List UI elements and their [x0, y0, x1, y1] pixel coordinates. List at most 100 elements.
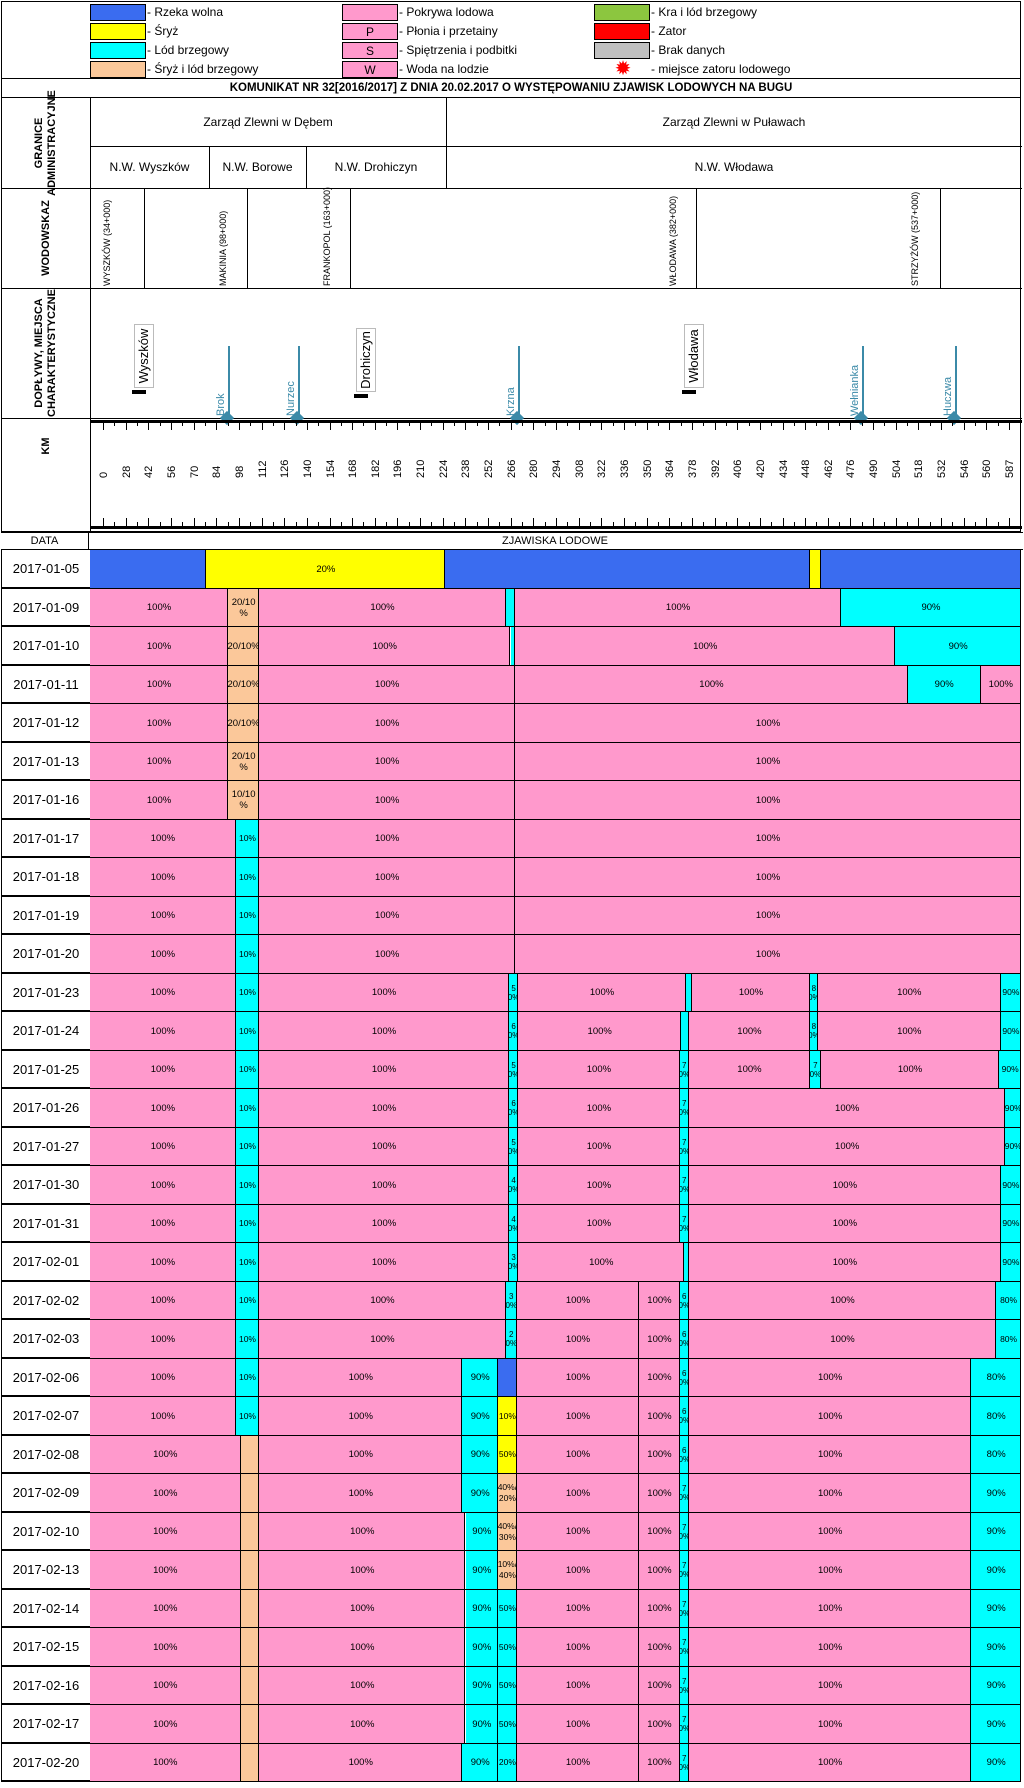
km-tick	[556, 422, 557, 430]
ice-segment	[688, 1359, 972, 1396]
trib-brok-line	[228, 346, 230, 418]
ice-segment-value: 100%	[589, 987, 615, 998]
ice-segment-value: 40%	[508, 1214, 518, 1233]
ice-segment	[235, 1128, 260, 1165]
ice-segment	[240, 1513, 260, 1550]
ice-segment-value: 100%	[737, 1025, 762, 1037]
km-tick	[488, 518, 490, 526]
ice-segment-value: 30%	[508, 1253, 518, 1271]
km-minor-tick	[567, 522, 569, 526]
ice-segment	[515, 704, 1021, 742]
ice-segment-value: 70%	[679, 1753, 689, 1772]
ice-segment-value: 100%	[150, 1295, 176, 1306]
km-minor-tick	[386, 522, 388, 526]
row-date: 2017-01-24	[2, 1012, 91, 1050]
ice-segment	[90, 858, 236, 896]
row-date: 2017-02-17	[2, 1705, 91, 1743]
ice-segment-value: 100%	[835, 1141, 860, 1152]
km-minor-tick	[499, 522, 501, 526]
ice-segment-value: 100%	[348, 1757, 373, 1768]
km-minor-tick	[295, 522, 297, 526]
ice-segment-value: 90%	[1005, 1141, 1021, 1151]
ice-segment-value: 10%	[238, 1025, 256, 1036]
table-row: 2017-02-14 100% 100% 90% 50% 100% 100% 70% 100% 9…	[1, 1590, 1021, 1628]
ice-segment-value: 80%	[986, 1449, 1006, 1460]
ice-segment	[515, 627, 896, 665]
ice-segment	[259, 666, 516, 703]
ice-segment-value: 20/10%	[228, 679, 260, 690]
km-minor-tick	[136, 422, 138, 426]
km-tick-label: 252	[483, 459, 496, 478]
ice-segment	[259, 820, 516, 857]
ice-segment	[996, 1320, 1021, 1358]
km-minor-tick	[227, 422, 229, 426]
ice-segment	[679, 1474, 689, 1512]
ice-segment	[90, 820, 236, 857]
ice-segment-value: 70%	[679, 1676, 689, 1695]
ice-segment-value: 50%	[508, 983, 518, 1002]
ice-segment	[971, 1474, 1021, 1512]
km-tick	[374, 422, 376, 430]
trib-brok-label: Brok	[215, 393, 227, 416]
ice-segment	[971, 1667, 1021, 1704]
ice-segment	[259, 1744, 463, 1781]
ice-segment-value: 50%	[498, 1603, 516, 1613]
table-row: 2017-01-31 100% 10% 100% 40% 100% 70% 100% 90%	[1, 1205, 1021, 1243]
km-tick-label: 42	[143, 465, 156, 478]
nw-label: N.W. Wyszków	[109, 160, 190, 174]
ice-segment-value: 100%	[988, 679, 1013, 690]
ice-segment	[90, 1205, 236, 1242]
ice-segment-value: 70%	[679, 1599, 689, 1618]
ice-segment-value: 100%	[370, 1295, 395, 1306]
ice-segment-value: 10%	[238, 1218, 256, 1228]
legend-label: - Rzeka wolna	[147, 5, 224, 19]
km-minor-tick	[635, 522, 637, 526]
ice-segment-value: 70%	[679, 1214, 689, 1233]
row-date: 2017-02-09	[2, 1474, 91, 1512]
row-date: 2017-01-11	[2, 666, 91, 703]
ice-segment	[240, 1628, 260, 1666]
ice-segment	[971, 1359, 1021, 1396]
gauge-label: STRZYŻÓW (537+000)	[910, 191, 920, 286]
ice-segment	[692, 974, 810, 1011]
ice-segment-value: 100%	[350, 1526, 375, 1537]
km-minor-tick	[204, 422, 206, 426]
km-tick	[556, 518, 557, 526]
table-row: 2017-01-19 100% 10% 100% 100%	[1, 897, 1021, 935]
ice-segment	[1000, 1205, 1021, 1242]
ice-segment-value: 100%	[350, 1564, 375, 1576]
km-minor-tick	[816, 522, 818, 526]
ice-segment-value: 60%	[508, 1099, 518, 1117]
ice-segment-value: 100%	[350, 1641, 375, 1653]
ice-segment	[515, 589, 841, 626]
ice-segment-value: 100%	[565, 1449, 591, 1460]
ice-segment	[90, 1474, 241, 1512]
ice-segment-value: 100%	[586, 1179, 612, 1191]
km-tick	[148, 422, 150, 430]
ice-segment-value: 90%	[472, 1603, 492, 1614]
legend-swatch	[90, 23, 146, 40]
ice-segment	[679, 1359, 689, 1396]
legend-swatch	[342, 4, 398, 21]
km-tick	[103, 518, 104, 526]
km-tick	[827, 518, 829, 526]
grid-line	[90, 98, 91, 532]
ice-segment-value: 70%	[809, 1060, 821, 1079]
ice-segment	[971, 1397, 1021, 1435]
ice-segment	[259, 627, 511, 665]
table-row: 2017-01-30 100% 10% 100% 40% 100% 70% 100% 90%	[1, 1166, 1021, 1205]
ice-segment	[508, 1089, 519, 1127]
ice-segment	[688, 1667, 972, 1704]
km-tick	[261, 422, 263, 430]
table-row: 2017-02-15 100% 100% 90% 50% 100% 100% 70% 100% 9…	[1, 1628, 1021, 1667]
ice-segment	[515, 820, 1021, 857]
ice-segment-value: 100%	[647, 1680, 672, 1691]
ice-segment-value: 100%	[150, 1179, 176, 1191]
ice-segment	[516, 1667, 640, 1704]
trib-nurzec-label: Nurzec	[285, 381, 297, 416]
ice-segment	[90, 589, 229, 626]
km-tick	[352, 422, 354, 430]
ice-segment-value: 100%	[153, 1526, 178, 1537]
ice-segment	[516, 1474, 640, 1512]
ice-segment-value: 100%	[372, 640, 397, 652]
